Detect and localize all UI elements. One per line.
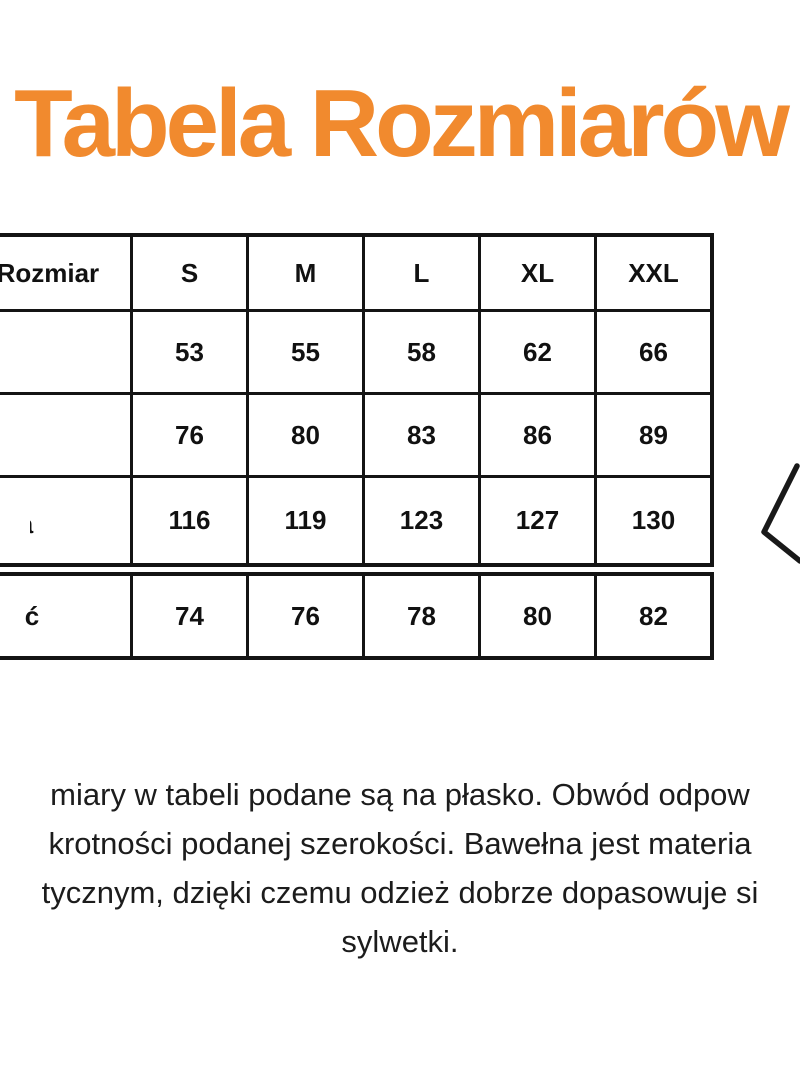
size-table-header-row: W Rozmiar S M L XL XXL	[0, 233, 714, 312]
size-table: W Rozmiar S M L XL XXL 53 55 58 62 66 76…	[0, 233, 714, 567]
row2-cell-s: 76	[130, 392, 249, 478]
header-size-s: S	[130, 233, 249, 312]
note-row: krotności podanej szerokości. Bawełna je…	[0, 819, 800, 868]
row2-cell-xxl: 89	[594, 392, 714, 478]
row4-label-cell: ć	[0, 572, 133, 660]
row4-cell-xxl: 82	[594, 572, 714, 660]
row1-cell-l: 58	[362, 309, 481, 395]
row2-cell-l: 83	[362, 392, 481, 478]
row2-label-cell	[0, 392, 133, 478]
row3-cell-xxl: 130	[594, 475, 714, 567]
size-table-bottom-row: ć 74 76 78 80 82	[0, 572, 714, 660]
header-label-cell: W Rozmiar	[0, 233, 133, 312]
shirt-sleeve-icon	[761, 463, 800, 564]
table-row-1: 53 55 58 62 66	[0, 309, 714, 395]
note-row: tycznym, dzięki czemu odzież dobrze dopa…	[0, 868, 800, 917]
note-row: miary w tabeli podane są na płasko. Obwó…	[0, 770, 800, 819]
row1-cell-xl: 62	[478, 309, 597, 395]
row3-cell-m: 119	[246, 475, 365, 567]
row1-cell-s: 53	[130, 309, 249, 395]
header-label-text: W Rozmiar	[0, 257, 100, 288]
row2-cell-m: 80	[246, 392, 365, 478]
note-line-1: miary w tabeli podane są na płasko. Obwó…	[50, 777, 750, 812]
row1-cell-xxl: 66	[594, 309, 714, 395]
row4-cell-s: 74	[130, 572, 249, 660]
size-table-wrap: W Rozmiar S M L XL XXL 53 55 58 62 66 76…	[0, 233, 714, 660]
header-size-xl: XL	[478, 233, 597, 312]
table-row-2: 76 80 83 86 89	[0, 392, 714, 478]
note-line-3: tycznym, dzięki czemu odzież dobrze dopa…	[41, 875, 759, 910]
header-size-m: M	[246, 233, 365, 312]
note-line-4: sylwetki.	[341, 924, 459, 959]
page-title: Tabela Rozmiarów	[14, 70, 790, 177]
row4-cell-m: 76	[246, 572, 365, 660]
row1-cell-m: 55	[246, 309, 365, 395]
row3-label-cell: a	[0, 475, 133, 567]
row1-label-cell	[0, 309, 133, 395]
table-row-3: a 116 119 123 127 130	[0, 475, 714, 567]
header-size-l: L	[362, 233, 481, 312]
row4-cell-l: 78	[362, 572, 481, 660]
clipped-letter-fragment: a	[30, 509, 35, 535]
page-title-row: Tabela Rozmiarów	[0, 68, 800, 180]
table-row-4: ć 74 76 78 80 82	[0, 572, 714, 660]
row2-cell-xl: 86	[478, 392, 597, 478]
row4-cell-xl: 80	[478, 572, 597, 660]
note-line-2: krotności podanej szerokości. Bawełna je…	[48, 826, 752, 861]
row3-cell-xl: 127	[478, 475, 597, 567]
row3-label-text: a	[30, 509, 34, 535]
note-paragraph: miary w tabeli podane są na płasko. Obwó…	[0, 770, 800, 966]
note-row: sylwetki.	[0, 917, 800, 966]
row3-cell-l: 123	[362, 475, 481, 567]
row3-cell-s: 116	[130, 475, 249, 567]
header-size-xxl: XXL	[594, 233, 714, 312]
